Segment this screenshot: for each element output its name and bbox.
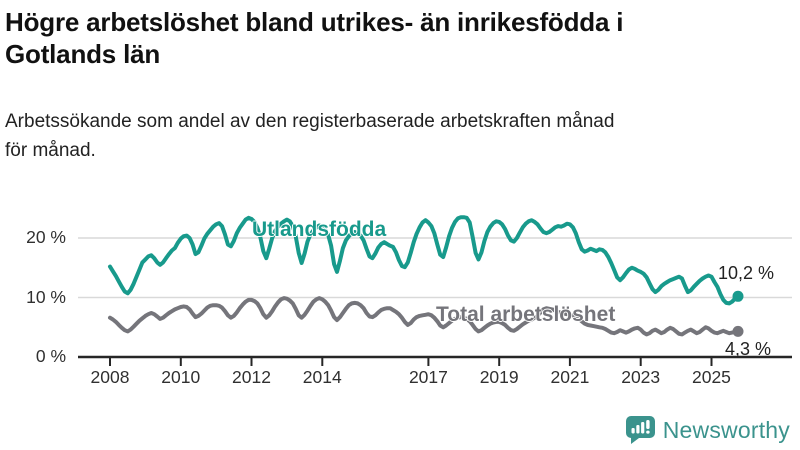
series-end-dot <box>732 325 744 337</box>
series-line-total-arbetsl-shet <box>108 296 740 337</box>
line-chart-plot-area <box>78 215 792 366</box>
x-axis-label-2019: 2019 <box>479 367 519 387</box>
y-axis-label-10: 10 % <box>26 286 66 307</box>
y-axis-label-20: 20 % <box>26 227 66 247</box>
chart-subtitle-line2: för månad. <box>5 139 96 161</box>
y-axis-labels: 20 % 10 % 0 % <box>0 190 66 395</box>
x-axis-labels: 2008 2010 2012 2014 2017 2019 2021 2023 2025 <box>0 190 800 410</box>
page-title: Högre arbetslöshet bland utrikes- än inr… <box>5 6 775 70</box>
series-label-total-arbetsloshet: Total arbetslöshet <box>436 303 616 326</box>
end-value-label-utlandsfodda: 10,2 % <box>718 263 775 283</box>
x-axis-label-2014: 2014 <box>302 367 342 387</box>
x-axis-label-2008: 2008 <box>90 367 130 387</box>
x-axis-label-2010: 2010 <box>161 367 201 387</box>
chart-subtitle: Arbetssökande som andel av den registerb… <box>5 108 785 165</box>
page-title-line1: Högre arbetslöshet bland utrikes- än inr… <box>5 7 624 37</box>
x-axis-label-2012: 2012 <box>232 367 271 387</box>
newsworthy-icon <box>625 415 656 445</box>
x-axis-label-2017: 2017 <box>408 367 448 387</box>
x-axis-label-2021: 2021 <box>550 367 590 387</box>
x-axis-label-2023: 2023 <box>621 367 661 387</box>
series-line-utlandsf-dda <box>108 215 740 306</box>
chart-subtitle-line1: Arbetssökande som andel av den registerb… <box>5 111 615 132</box>
end-value-label-total: 4,3 % <box>725 339 772 359</box>
x-axis-label-2025: 2025 <box>691 367 731 387</box>
y-axis-label-0: 0 % <box>35 346 66 366</box>
series-label-utlandsfodda: Utlandsfödda <box>252 218 387 241</box>
newsworthy-logo[interactable]: Newsworthy <box>625 413 790 447</box>
series-end-dot <box>732 290 744 302</box>
newsworthy-logo-text: Newsworthy <box>662 416 790 443</box>
page-title-line2: Gotlands län <box>5 39 161 70</box>
